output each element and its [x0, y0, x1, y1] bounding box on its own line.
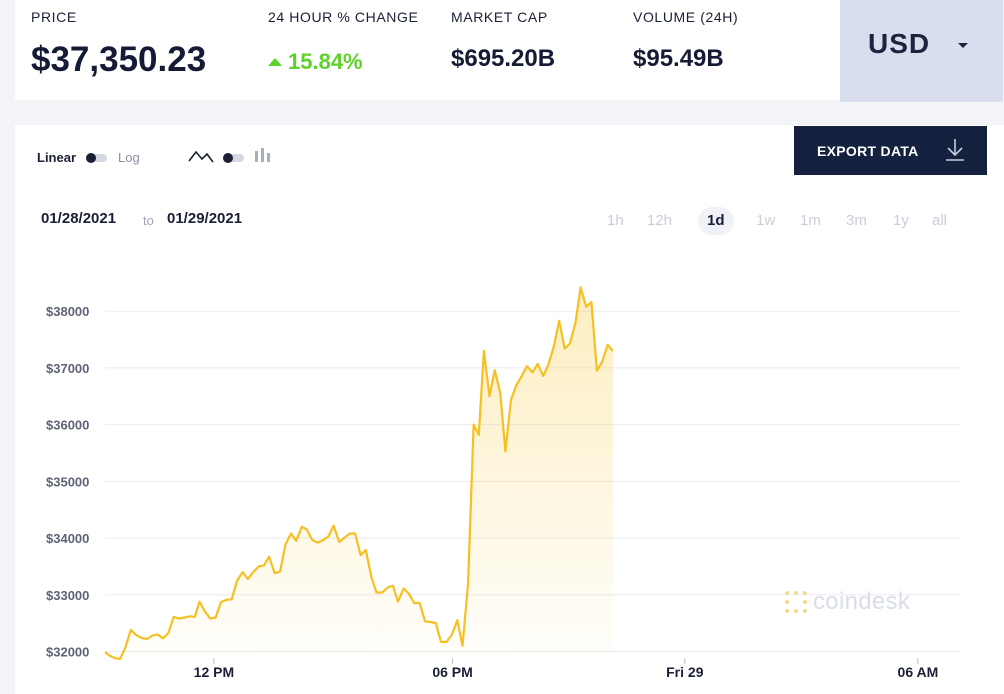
period-1m[interactable]: 1m — [800, 212, 821, 229]
price-label: PRICE — [31, 9, 77, 25]
currency-label: USD — [868, 28, 931, 59]
market-cap-label: MARKET CAP — [451, 9, 548, 25]
y-axis: $32000 $33000 $34000 $35000 $36000 $37000 $380… — [46, 304, 89, 659]
y-tick-label: $37000 — [46, 361, 89, 376]
toggle-knob — [86, 153, 96, 163]
x-tick-label: Fri 29 — [666, 664, 704, 680]
scale-toggle[interactable] — [86, 153, 107, 163]
change-label: 24 HOUR % CHANGE — [268, 9, 419, 25]
line-chart-icon[interactable] — [188, 149, 214, 165]
x-axis: 12 PM 06 PM Fri 29 06 AM — [194, 658, 939, 680]
caret-down-icon — [958, 43, 968, 48]
export-label: EXPORT DATA — [817, 143, 919, 159]
export-data-button[interactable]: EXPORT DATA — [794, 126, 987, 175]
linear-label[interactable]: Linear — [37, 150, 77, 165]
download-icon — [946, 139, 964, 161]
date-to[interactable]: 01/29/2021 — [167, 210, 243, 227]
arrow-up-icon — [268, 58, 282, 66]
period-1d[interactable]: 1d — [707, 212, 725, 229]
change-percent: 15.84% — [288, 49, 363, 74]
price-value: $37,350.23 — [31, 40, 207, 79]
change-value: 15.84% — [268, 49, 363, 75]
period-all[interactable]: all — [932, 212, 948, 229]
period-12h[interactable]: 12h — [647, 212, 673, 229]
candlestick-icon[interactable] — [254, 147, 272, 165]
y-tick-label: $32000 — [46, 644, 89, 659]
date-to-word: to — [143, 213, 154, 228]
x-tick-label: 06 AM — [898, 664, 939, 680]
y-tick-label: $35000 — [46, 474, 89, 489]
price-area — [105, 287, 613, 660]
log-label[interactable]: Log — [118, 150, 140, 165]
x-tick-label: 06 PM — [432, 664, 472, 680]
y-tick-label: $38000 — [46, 304, 89, 319]
coindesk-watermark: coindesk — [813, 588, 911, 615]
price-line — [104, 286, 614, 661]
currency-dropdown[interactable]: USD — [840, 0, 1003, 102]
date-from[interactable]: 01/28/2021 — [41, 210, 117, 227]
toggle-knob — [223, 153, 233, 163]
market-cap-value: $695.20B — [451, 45, 556, 72]
volume-value: $95.49B — [633, 45, 724, 72]
volume-label: VOLUME (24H) — [633, 9, 739, 25]
coindesk-logo-icon — [785, 591, 807, 613]
y-tick-label: $34000 — [46, 531, 89, 546]
period-1h[interactable]: 1h — [607, 212, 624, 229]
period-1w[interactable]: 1w — [756, 212, 776, 229]
chart-type-toggle[interactable] — [223, 153, 244, 163]
period-1y[interactable]: 1y — [893, 212, 909, 229]
y-tick-label: $36000 — [46, 418, 89, 433]
active-period-pill — [698, 207, 734, 235]
stats-bar: PRICE $37,350.23 24 HOUR % CHANGE 15.84%… — [15, 0, 840, 100]
period-3m[interactable]: 3m — [846, 212, 867, 229]
x-tick-label: 12 PM — [194, 664, 234, 680]
y-tick-label: $33000 — [46, 588, 89, 603]
